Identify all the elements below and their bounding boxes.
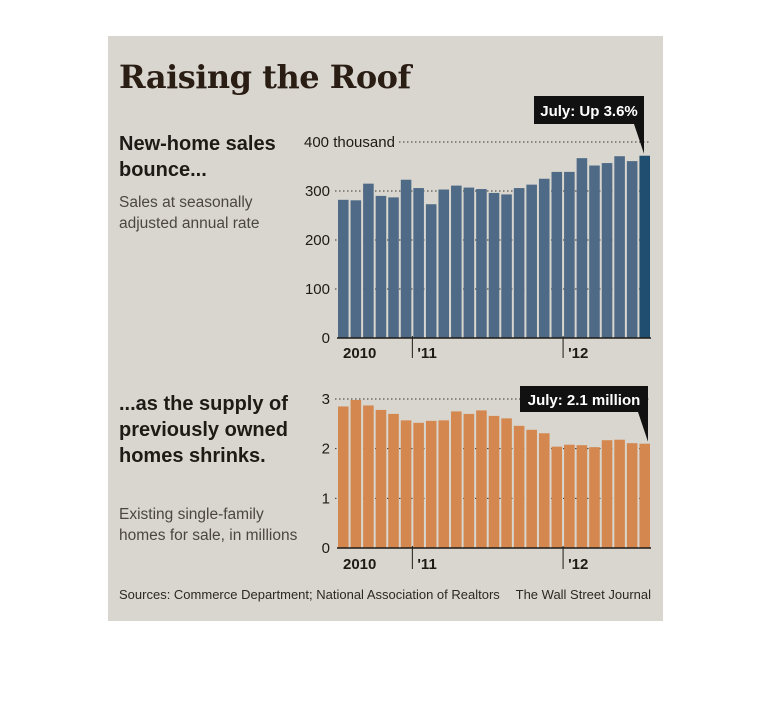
chart1-bar (363, 183, 374, 338)
chart2-y-tick-label: 0 (322, 540, 330, 557)
chart2-bar (564, 444, 575, 548)
chart1-bar (425, 204, 437, 338)
chart2-bar (576, 445, 588, 548)
chart2-y-tick-label: 1 (322, 490, 330, 507)
chart1-bar (375, 195, 387, 338)
chart1-bar (400, 179, 412, 338)
chart2-bar (639, 443, 650, 548)
chart2-bar (601, 440, 613, 548)
chart1-bar (551, 171, 563, 338)
chart1-callout-label: July: Up 3.6% (540, 103, 638, 120)
chart1-bar (513, 188, 525, 338)
chart1-bar (589, 165, 600, 338)
chart2-bar (538, 433, 550, 548)
chart2-headline: ...as the supply of previously owned hom… (119, 393, 288, 467)
chart1-x-tick-label: 2010 (343, 345, 376, 362)
chart2-subtitle: Existing single-family homes for sale, i… (119, 506, 298, 544)
chart2-bar (626, 443, 638, 548)
chart1-y-tick-label: 0 (322, 330, 330, 347)
chart-panel: Raising the Roof New-home sales bounce..… (108, 36, 663, 621)
chart2-y-tick-label: 2 (322, 441, 330, 458)
chart2-bar (476, 410, 487, 548)
sources-note: Sources: Commerce Department; National A… (119, 587, 500, 602)
chart2-bar (350, 399, 362, 548)
chart2-bar (413, 422, 424, 548)
chart1-y-tick-label: 200 (305, 232, 330, 249)
chart1-bar (614, 156, 625, 338)
chart1-bar (526, 184, 537, 338)
chart1-subtitle: Sales at seasonally adjusted annual rate (119, 194, 260, 232)
chart1-y-tick-label: 100 (305, 281, 330, 298)
chart1-bar (639, 155, 650, 338)
chart2-x-tick-label: 2010 (343, 556, 376, 573)
chart2-y-tick-label: 3 (322, 391, 330, 408)
chart2-x-tick-label: '11 (417, 556, 436, 573)
charts-svg: 0 100 200 300 400 thousand 2010 '11 '12 July: Up… (301, 96, 651, 573)
chart2-callout-label: July: 2.1 million (528, 392, 641, 409)
chart1-bar (451, 185, 462, 338)
chart2-bar (463, 413, 475, 548)
chart2-bar (551, 446, 563, 548)
chart1-bar (476, 189, 487, 338)
chart1-bar (626, 161, 638, 338)
chart1-bar (350, 200, 362, 338)
chart2-bar (400, 420, 412, 548)
chart1-bar (576, 158, 588, 338)
page-title: Raising the Roof (119, 58, 411, 96)
chart1-y-tick-label: 300 (305, 183, 330, 200)
chart2-x-tick-label: '12 (568, 556, 588, 573)
chart2-bar (513, 425, 525, 548)
chart2-bar (363, 405, 374, 548)
chart1-y-tick-label: 400 thousand (304, 134, 395, 151)
chart1-bar (463, 187, 475, 338)
chart1-bar (413, 188, 424, 338)
chart2-bar (589, 447, 600, 548)
chart1-bar (488, 192, 500, 338)
chart1-x-tick-label: '12 (568, 345, 588, 362)
chart2-bar (501, 418, 512, 548)
chart2-bar (438, 420, 450, 548)
chart1-bar (501, 194, 512, 338)
credit-note: The Wall Street Journal (515, 587, 651, 602)
chart2-bar (375, 409, 387, 548)
chart1-bar (564, 171, 575, 338)
chart1-headline: New-home sales bounce... (119, 133, 276, 181)
chart2-bar (451, 411, 462, 548)
chart2-bar (425, 420, 437, 548)
chart2-callout-box (520, 386, 648, 442)
chart1-label-bg (301, 133, 397, 151)
chart1-bar (438, 189, 450, 338)
chart1-callout-box (534, 96, 644, 154)
chart2-bar (526, 429, 537, 548)
chart2-bar (614, 439, 625, 548)
chart2-bar (338, 406, 349, 548)
chart1-bar (388, 197, 399, 338)
chart2-bar (488, 415, 500, 548)
chart1-bar (601, 163, 613, 338)
chart1-bar (538, 178, 550, 338)
chart1-bar (338, 199, 349, 338)
chart1-x-tick-label: '11 (417, 345, 436, 362)
chart2-bar (388, 413, 399, 548)
